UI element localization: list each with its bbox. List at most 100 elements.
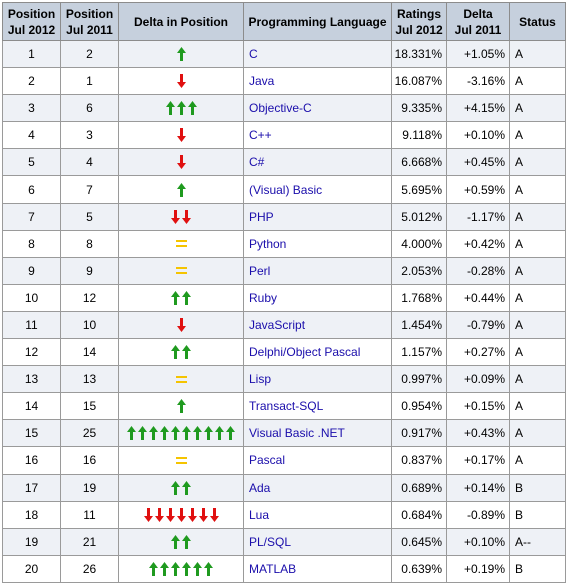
language-link[interactable]: Lua: [243, 500, 392, 529]
language-link[interactable]: C: [243, 39, 392, 69]
delta-rating-cell: +0.43%: [446, 419, 510, 448]
delta-in-position-cell: [118, 500, 244, 529]
rating-cell: 0.954%: [391, 392, 447, 421]
status-cell: A: [509, 283, 566, 312]
position-2012-cell: 14: [2, 392, 61, 421]
position-2011-cell: 1: [60, 67, 119, 96]
language-link[interactable]: JavaScript: [243, 310, 392, 340]
language-link[interactable]: Visual Basic .NET: [243, 419, 392, 448]
position-2012-cell: 15: [2, 419, 61, 448]
delta-rating-cell: +0.19%: [446, 554, 510, 584]
delta-rating-cell: -0.28%: [446, 256, 510, 285]
header-delta-rating: Delta Jul 2011: [446, 2, 510, 41]
arrow-up-icon: [171, 480, 180, 495]
delta-rating-cell: -3.16%: [446, 67, 510, 96]
arrow-up-icon: [160, 426, 169, 441]
table-row: 4 3 C++ 9.118% +0.10% A: [2, 121, 566, 150]
table-row: 16 16 Pascal 0.837% +0.17% A: [2, 446, 566, 475]
position-2011-cell: 3: [60, 121, 119, 150]
table-body: 1 2 C 18.331% +1.05% A 2 1 Java 16.087% -3.16% A 3 6 O…: [2, 39, 566, 584]
arrow-up-icon: [182, 480, 191, 495]
arrow-up-icon: [171, 534, 180, 549]
language-link[interactable]: Ada: [243, 473, 392, 502]
position-2012-cell: 16: [2, 446, 61, 475]
delta-in-position-cell: [118, 67, 244, 96]
language-link[interactable]: Delphi/Object Pascal: [243, 338, 392, 367]
language-link[interactable]: PL/SQL: [243, 527, 392, 556]
position-2011-cell: 15: [60, 392, 119, 421]
language-link[interactable]: Java: [243, 67, 392, 96]
position-2011-cell: 19: [60, 473, 119, 502]
arrow-up-icon: [204, 426, 213, 441]
language-link[interactable]: (Visual) Basic: [243, 175, 392, 204]
status-cell: B: [509, 473, 566, 502]
position-2011-cell: 14: [60, 338, 119, 367]
arrow-down-icon: [154, 507, 164, 522]
status-cell: A: [509, 121, 566, 150]
position-2011-cell: 16: [60, 446, 119, 475]
delta-in-position-cell: [118, 94, 244, 123]
header-status: Status: [509, 2, 566, 41]
table-row: 17 19 Ada 0.689% +0.14% B: [2, 473, 566, 502]
table-row: 9 9 Perl 2.053% -0.28% A: [2, 256, 566, 285]
delta-in-position-cell: [118, 202, 244, 231]
equal-sign-icon: [175, 375, 187, 383]
rating-cell: 9.118%: [391, 121, 447, 150]
arrow-down-icon: [143, 507, 153, 522]
language-link[interactable]: Perl: [243, 256, 392, 285]
status-cell: B: [509, 554, 566, 584]
rating-cell: 2.053%: [391, 256, 447, 285]
status-cell: A: [509, 392, 566, 421]
delta-rating-cell: +0.14%: [446, 473, 510, 502]
delta-rating-cell: +0.45%: [446, 148, 510, 177]
status-cell: A: [509, 175, 566, 204]
language-link[interactable]: Transact-SQL: [243, 392, 392, 421]
language-link[interactable]: Ruby: [243, 283, 392, 312]
arrow-up-icon: [171, 290, 180, 305]
arrow-down-icon: [176, 155, 186, 170]
equal-sign-icon: [175, 456, 187, 464]
position-2012-cell: 8: [2, 229, 61, 258]
delta-rating-cell: +0.44%: [446, 283, 510, 312]
table-row: 3 6 Objective-C 9.335% +4.15% A: [2, 94, 566, 123]
status-cell: A: [509, 419, 566, 448]
position-2012-cell: 5: [2, 148, 61, 177]
language-link[interactable]: PHP: [243, 202, 392, 231]
position-2012-cell: 20: [2, 554, 61, 584]
language-link[interactable]: Pascal: [243, 446, 392, 475]
status-cell: A: [509, 446, 566, 475]
language-link[interactable]: Objective-C: [243, 94, 392, 123]
language-link[interactable]: Python: [243, 229, 392, 258]
arrow-down-icon: [176, 317, 186, 332]
arrow-down-icon: [165, 507, 175, 522]
language-link[interactable]: C#: [243, 148, 392, 177]
position-2011-cell: 2: [60, 39, 119, 69]
table-row: 8 8 Python 4.000% +0.42% A: [2, 229, 566, 258]
rating-cell: 4.000%: [391, 229, 447, 258]
arrow-down-icon: [187, 507, 197, 522]
position-2012-cell: 19: [2, 527, 61, 556]
position-2011-cell: 12: [60, 283, 119, 312]
header-programming-language: Programming Language: [243, 2, 392, 41]
table-row: 6 7 (Visual) Basic 5.695% +0.59% A: [2, 175, 566, 204]
delta-in-position-cell: [118, 365, 244, 394]
position-2011-cell: 7: [60, 175, 119, 204]
arrow-up-icon: [176, 182, 186, 197]
arrow-up-icon: [182, 534, 191, 549]
position-2011-cell: 8: [60, 229, 119, 258]
language-link[interactable]: C++: [243, 121, 392, 150]
rating-cell: 1.157%: [391, 338, 447, 367]
arrow-down-icon: [176, 507, 186, 522]
position-2011-cell: 6: [60, 94, 119, 123]
rating-cell: 0.837%: [391, 446, 447, 475]
status-cell: A: [509, 338, 566, 367]
language-link[interactable]: MATLAB: [243, 554, 392, 584]
arrow-up-icon: [171, 561, 180, 576]
arrow-up-icon: [165, 101, 175, 116]
delta-in-position-cell: [118, 310, 244, 340]
language-link[interactable]: Lisp: [243, 365, 392, 394]
delta-rating-cell: +0.10%: [446, 527, 510, 556]
delta-in-position-cell: [118, 229, 244, 258]
position-2012-cell: 3: [2, 94, 61, 123]
status-cell: A: [509, 310, 566, 340]
